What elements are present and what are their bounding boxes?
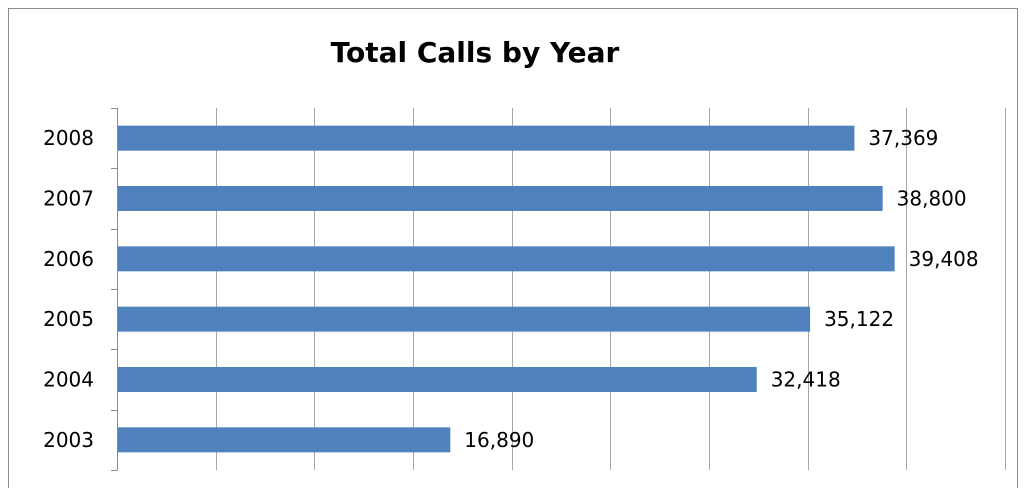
value-label-2008: 37,369	[868, 126, 938, 150]
category-label-2004: 2004	[43, 368, 94, 392]
value-label-2005: 35,122	[824, 307, 894, 331]
category-label-2006: 2006	[43, 247, 94, 271]
value-label-2006: 39,408	[909, 247, 979, 271]
category-label-2005: 2005	[43, 307, 94, 331]
category-labels: 2008 2007 2006 2005 2004 2003	[43, 126, 94, 452]
value-label-2003: 16,890	[464, 428, 534, 452]
category-label-2007: 2007	[43, 187, 94, 211]
bar-2004	[118, 367, 757, 392]
bar-2006	[118, 246, 895, 272]
bar-2007	[118, 186, 883, 211]
bar-2008	[118, 125, 855, 151]
category-label-2008: 2008	[43, 126, 94, 150]
bar-2003	[118, 427, 451, 453]
gridlines	[216, 108, 1006, 470]
value-label-2004: 32,418	[771, 368, 841, 392]
bar-2005	[118, 306, 811, 332]
value-labels: 37,369 38,800 39,408 35,122 32,418 16,890	[464, 126, 978, 452]
axes	[111, 108, 118, 471]
category-label-2003: 2003	[43, 428, 94, 452]
chart-title: Total Calls by Year	[330, 36, 620, 69]
bars	[118, 125, 895, 453]
value-label-2007: 38,800	[897, 187, 967, 211]
